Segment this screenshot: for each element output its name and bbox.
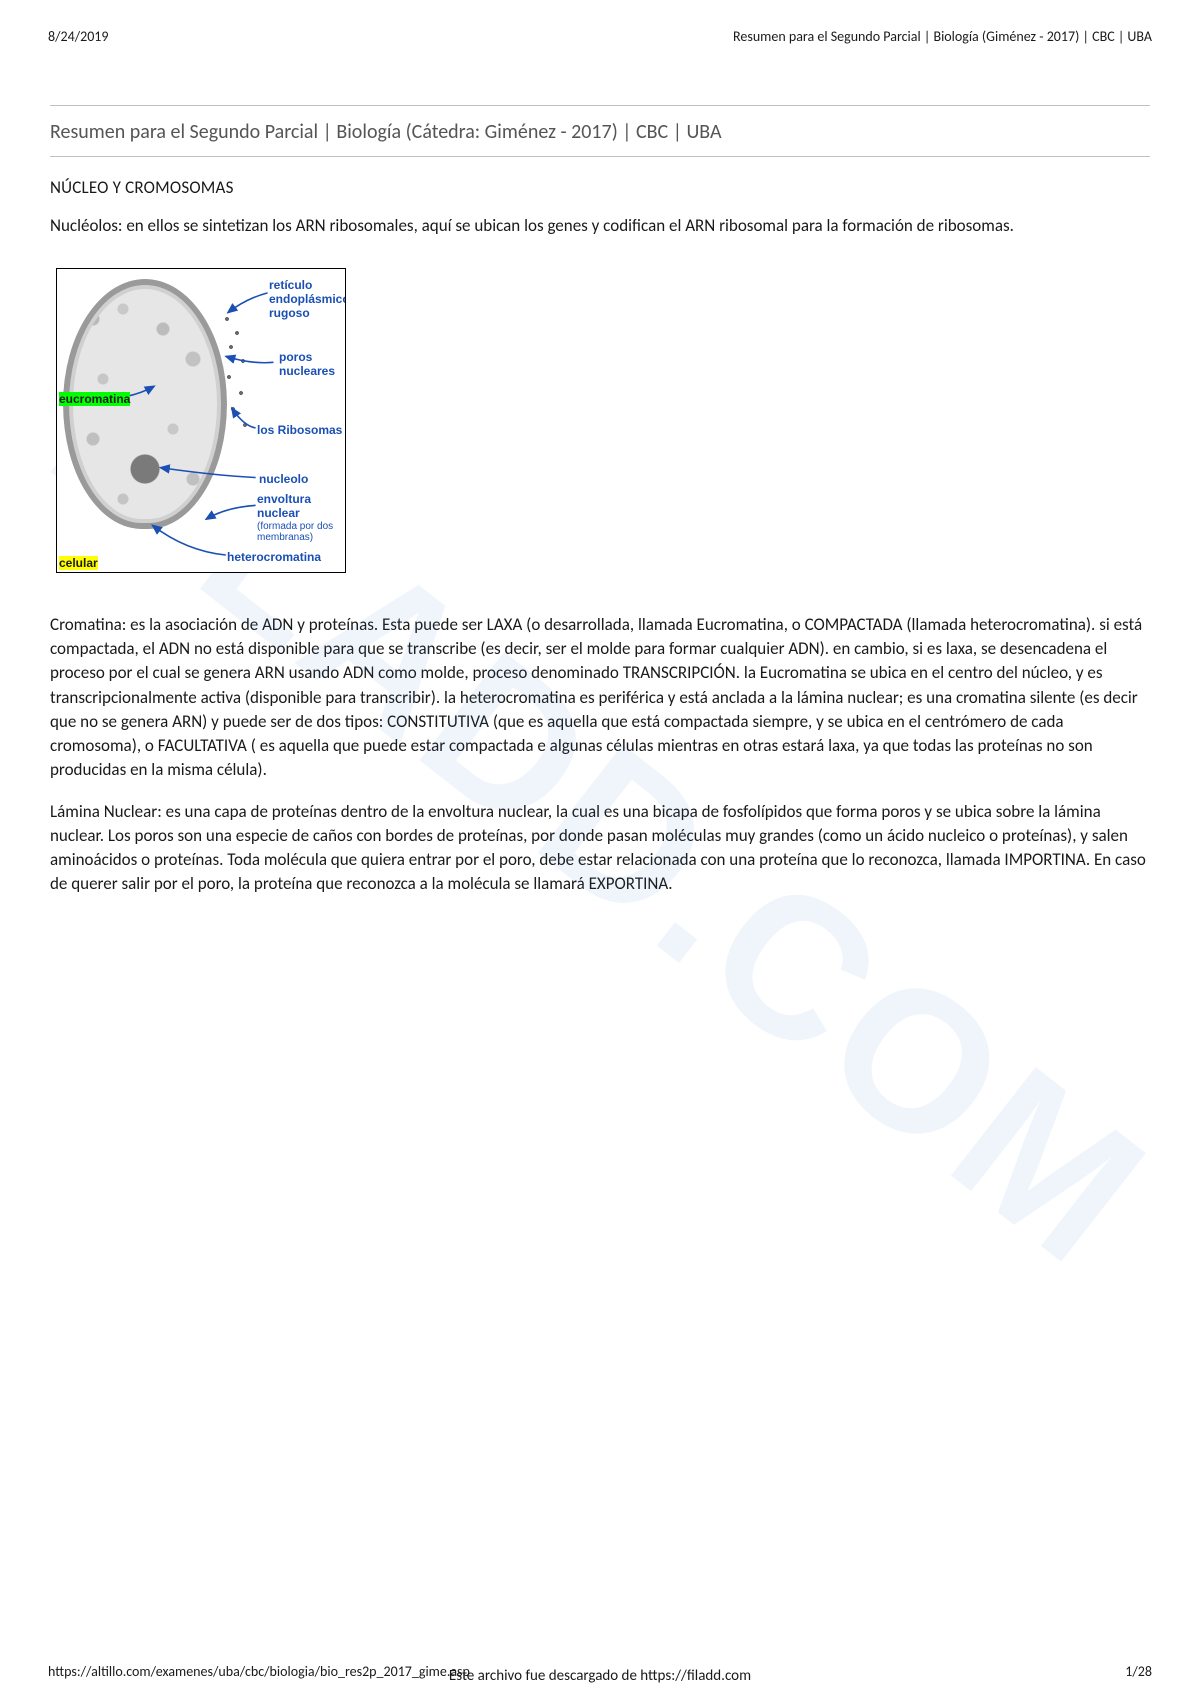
- para-cromatina: Cromatina: es la asociación de ADN y pro…: [50, 613, 1150, 782]
- para-nucleolos: Nucléolos: en ellos se sintetizan los AR…: [50, 214, 1150, 238]
- label-reticulo: retículo endoplásmico rugoso: [269, 279, 346, 320]
- label-reticulo-l1: retículo: [269, 279, 346, 293]
- label-eucromatina-text: eucromatina: [59, 392, 130, 406]
- rule-top: [50, 105, 1150, 106]
- label-nucleolo: nucleolo: [259, 473, 308, 487]
- page-title: Resumen para el Segundo Parcial | Biolog…: [50, 120, 1150, 144]
- label-heterocromatina: heterocromatina: [227, 551, 321, 565]
- label-envoltura-l2: nuclear: [257, 507, 345, 521]
- page: FILADD.COM 8/24/2019 Resumen para el Seg…: [0, 0, 1200, 1698]
- print-running-title: Resumen para el Segundo Parcial | Biolog…: [733, 28, 1152, 45]
- section-heading: NÚCLEO Y CROMOSOMAS: [50, 177, 1150, 198]
- label-reticulo-l3: rugoso: [269, 307, 346, 321]
- print-footer: https://altillo.com/examenes/uba/cbc/bio…: [48, 1663, 1152, 1680]
- para-lamina: Lámina Nuclear: es una capa de proteínas…: [50, 800, 1150, 897]
- print-header: 8/24/2019 Resumen para el Segundo Parcia…: [48, 28, 1152, 45]
- label-ribosomas: los Ribosomas: [257, 424, 342, 438]
- label-envoltura: envoltura nuclear (formada por dos membr…: [257, 493, 345, 544]
- label-reticulo-l2: endoplásmico: [269, 293, 346, 307]
- label-poros-l1: poros: [279, 351, 335, 365]
- document-body: Resumen para el Segundo Parcial | Biolog…: [48, 105, 1152, 897]
- label-celular: celular: [59, 557, 98, 571]
- print-date: 8/24/2019: [48, 28, 108, 45]
- footer-center: Este archivo fue descargado de https://f…: [48, 1667, 1152, 1685]
- label-envoltura-sub: (formada por dos membranas): [257, 521, 345, 544]
- label-envoltura-l1: envoltura: [257, 493, 345, 507]
- label-poros: poros nucleares: [279, 351, 335, 379]
- nucleus-diagram: retículo endoplásmico rugoso poros nucle…: [56, 268, 346, 573]
- rule-under-title: [50, 156, 1150, 157]
- label-poros-l2: nucleares: [279, 365, 335, 379]
- label-celular-text: celular: [59, 556, 98, 570]
- label-eucromatina: eucromatina: [59, 393, 130, 407]
